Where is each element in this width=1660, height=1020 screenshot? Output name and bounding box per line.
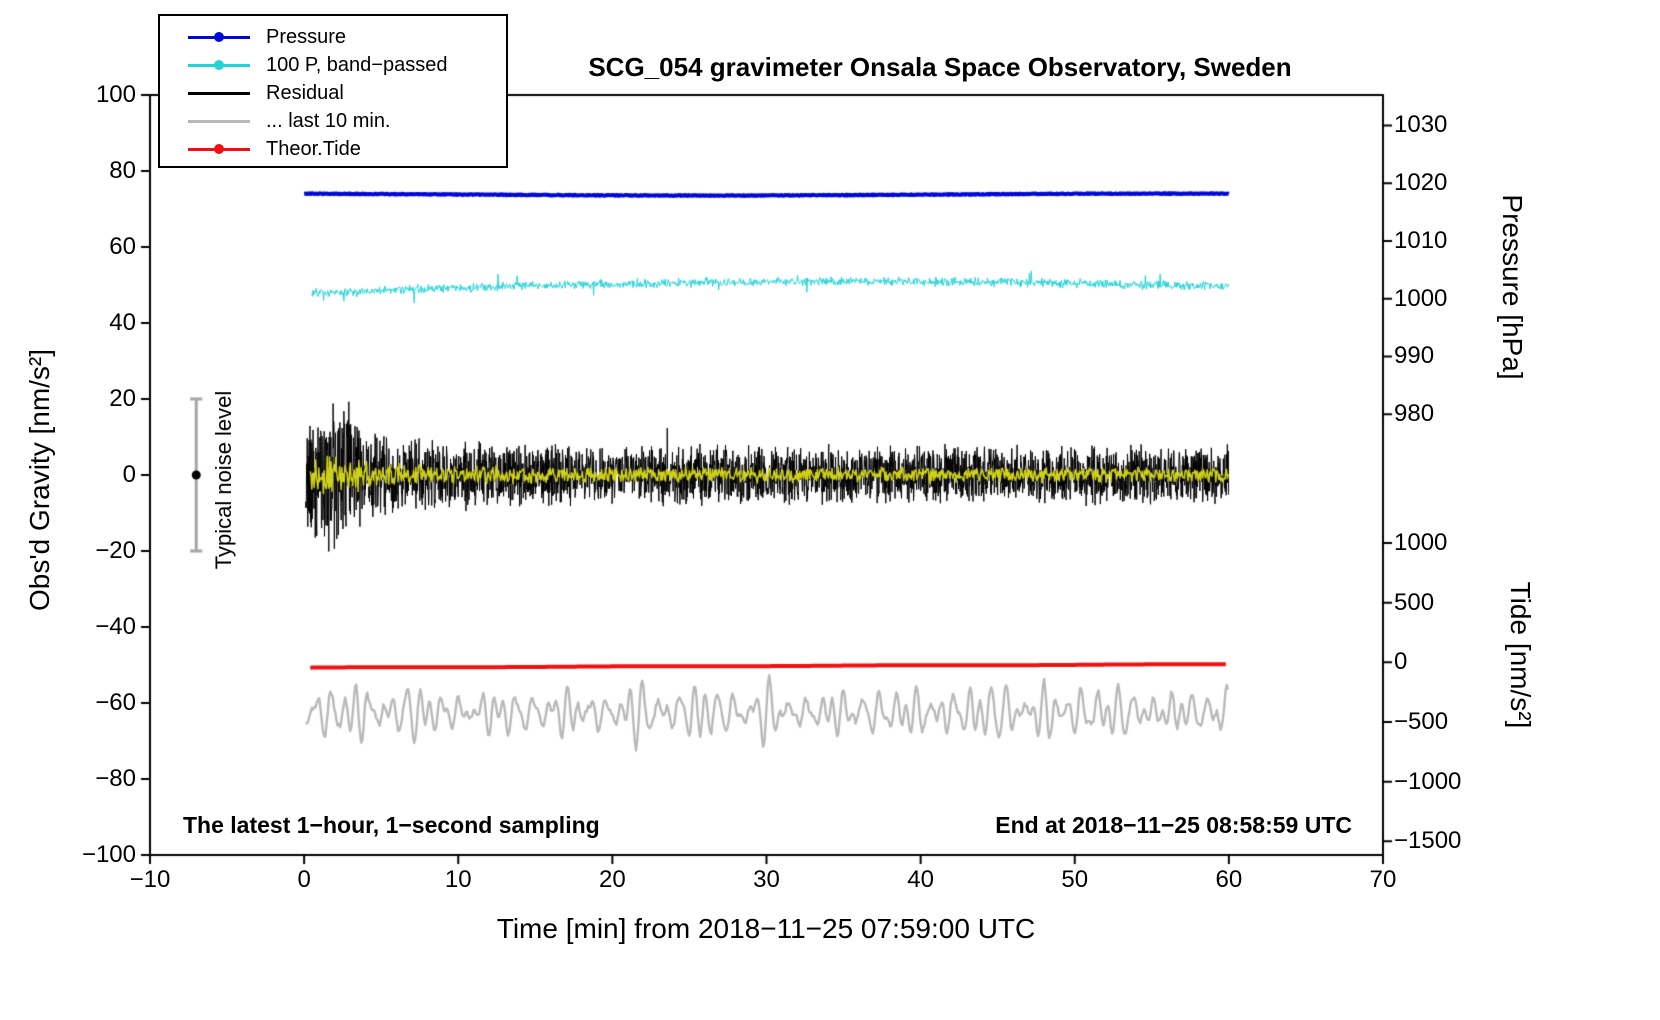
legend-entry-label: 100 P, band−passed xyxy=(266,53,448,76)
legend-line-sample xyxy=(188,116,250,127)
pressure-tick-label: 990 xyxy=(1394,342,1435,370)
pressure-tick-label: 1030 xyxy=(1394,111,1448,139)
legend-entries: Pressure 100 P, band−passed Residual ... la… xyxy=(188,23,506,163)
legend-line-sample xyxy=(188,143,250,155)
y-axis-label-gravity: Obs'd Gravity [nm/s²] xyxy=(24,348,55,612)
noise-level-label: Typical noise level xyxy=(211,390,236,570)
legend-line-sample xyxy=(188,59,250,71)
y-left-tick-label: 40 xyxy=(109,309,136,336)
legend: Pressure 100 P, band−passed Residual ... la… xyxy=(158,14,508,168)
y-left-tick-label: 80 xyxy=(109,157,136,184)
legend-entry: Theor.Tide xyxy=(188,135,506,163)
sampling-annotation: The latest 1−hour, 1−second sampling xyxy=(183,812,600,838)
legend-entry: ... last 10 min. xyxy=(188,107,506,135)
legend-entry: Residual xyxy=(188,79,506,107)
pressure-tick-label: 1010 xyxy=(1394,226,1448,254)
legend-entry-label: Theor.Tide xyxy=(266,137,361,160)
y-axis-label-pressure: Pressure [hPa] xyxy=(1497,194,1528,380)
y-left-tick-label: −100 xyxy=(81,841,136,868)
x-tick-label: 70 xyxy=(1369,866,1397,893)
end-time-annotation: End at 2018−11−25 08:58:59 UTC xyxy=(995,812,1352,838)
x-tick-label: 20 xyxy=(599,866,626,893)
legend-entry: 100 P, band−passed xyxy=(188,51,506,79)
tide-tick-label: 500 xyxy=(1394,588,1435,616)
tide-tick-label: 1000 xyxy=(1394,529,1448,557)
x-tick-label: 30 xyxy=(753,866,780,893)
y-left-tick-label: 0 xyxy=(122,461,136,488)
x-tick-label: 0 xyxy=(297,866,311,893)
legend-entry-label: ... last 10 min. xyxy=(266,109,391,132)
legend-line-sample xyxy=(188,31,250,43)
legend-entry-label: Pressure xyxy=(266,25,347,48)
tide-tick-label: −1000 xyxy=(1394,767,1462,795)
x-tick-label: 50 xyxy=(1061,866,1089,893)
y-left-tick-label: −60 xyxy=(95,689,136,716)
legend-dot-marker xyxy=(214,143,224,154)
y-axis-label-tide: Tide [nm/s²] xyxy=(1505,581,1536,729)
pressure-tick-label: 980 xyxy=(1394,400,1435,428)
legend-entry: Pressure xyxy=(188,23,506,51)
y-left-tick-label: −80 xyxy=(95,765,136,792)
x-tick-label: −10 xyxy=(129,866,171,893)
chart-title: SCG_054 gravimeter Onsala Space Observat… xyxy=(588,52,1292,82)
legend-dot-marker xyxy=(214,59,224,70)
y-left-tick-label: 100 xyxy=(95,81,136,108)
tide-tick-label: −500 xyxy=(1394,708,1449,735)
pressure-tick-label: 1000 xyxy=(1394,284,1448,312)
pressure-tick-label: 1020 xyxy=(1394,169,1448,197)
y-left-tick-label: −20 xyxy=(95,537,136,564)
x-tick-label: 10 xyxy=(444,866,472,893)
x-tick-label: 40 xyxy=(907,866,934,893)
y-left-tick-label: 20 xyxy=(109,385,136,412)
legend-dot-marker xyxy=(214,31,224,42)
tide-tick-label: −1500 xyxy=(1394,827,1462,855)
tide-tick-label: 0 xyxy=(1394,648,1408,676)
x-axis-label: Time [min] from 2018−11−25 07:59:00 UTC xyxy=(496,913,1036,944)
y-left-tick-label: −40 xyxy=(95,613,136,640)
legend-entry-label: Residual xyxy=(266,81,344,104)
x-tick-label: 60 xyxy=(1215,866,1243,893)
legend-line-sample xyxy=(188,88,250,99)
y-left-tick-label: 60 xyxy=(109,233,136,260)
